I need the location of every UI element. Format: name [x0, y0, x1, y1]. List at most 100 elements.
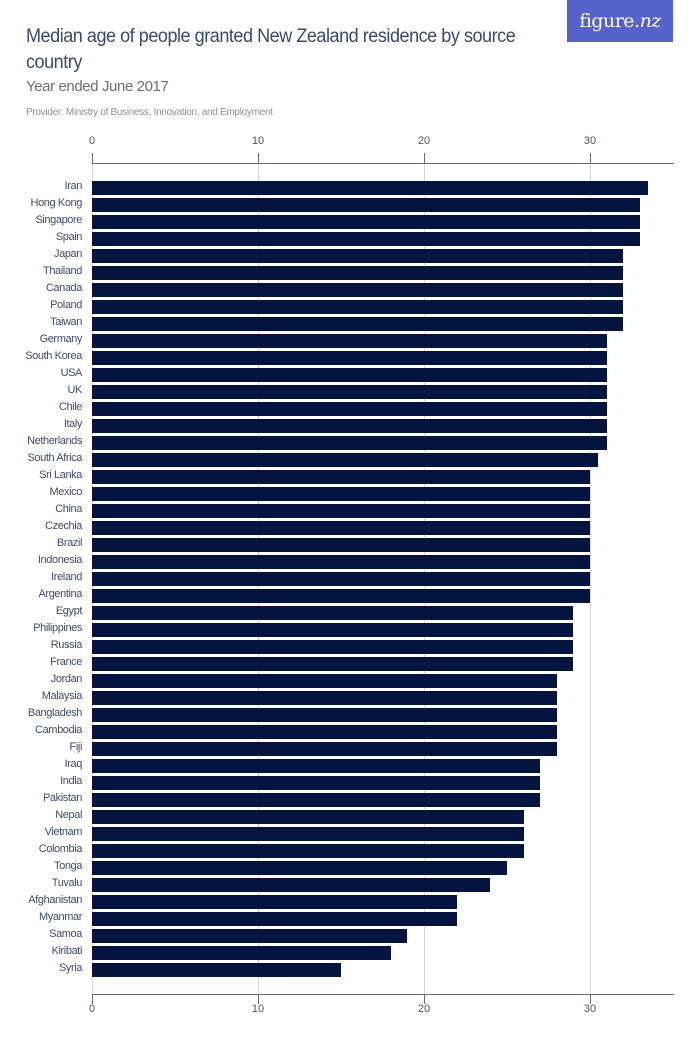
bar[interactable] — [92, 521, 590, 535]
bar[interactable] — [92, 623, 574, 637]
bar[interactable] — [92, 606, 574, 620]
bar[interactable] — [92, 810, 524, 824]
bar[interactable] — [92, 674, 557, 688]
bar[interactable] — [92, 181, 649, 195]
category-label: Kiribati — [51, 945, 83, 957]
category-label: China — [55, 503, 82, 515]
bar[interactable] — [92, 929, 408, 943]
gridline — [590, 163, 591, 994]
bar[interactable] — [92, 198, 640, 212]
bar[interactable] — [92, 504, 590, 518]
category-label: South Africa — [27, 452, 82, 464]
bar[interactable] — [92, 827, 524, 841]
bar[interactable] — [92, 776, 541, 790]
category-label: Canada — [45, 282, 83, 294]
bar-row: Spain — [0, 231, 700, 246]
category-label: UK — [67, 384, 83, 396]
bar-row: Nepal — [0, 809, 700, 824]
top-axis-tick — [92, 153, 93, 163]
bar[interactable] — [92, 793, 541, 807]
bar-row: Czechia — [0, 520, 700, 535]
bar[interactable] — [92, 232, 640, 246]
bar-row: Tuvalu — [0, 877, 700, 892]
category-label: Cambodia — [35, 724, 82, 736]
category-label: Pakistan — [43, 792, 82, 804]
bar[interactable] — [92, 453, 599, 467]
bar[interactable] — [92, 742, 557, 756]
bar[interactable] — [92, 538, 590, 552]
bar[interactable] — [92, 946, 391, 960]
bar[interactable] — [92, 385, 607, 399]
category-label: Germany — [39, 333, 83, 345]
bar[interactable] — [92, 657, 574, 671]
bottom-axis-tick — [424, 994, 425, 1004]
bar-row: Sri Lanka — [0, 469, 700, 484]
bar-row: Brazil — [0, 537, 700, 552]
bar[interactable] — [92, 419, 607, 433]
category-label: Nepal — [55, 809, 82, 821]
bar-row: Tonga — [0, 860, 700, 875]
bar[interactable] — [92, 555, 590, 569]
bar-row: Iraq — [0, 758, 700, 773]
bar[interactable] — [92, 249, 624, 263]
bar-row: Netherlands — [0, 435, 700, 450]
bar-row: Italy — [0, 418, 700, 433]
bottom-axis-tick-label: 0 — [88, 1003, 96, 1015]
bar[interactable] — [92, 283, 624, 297]
bar[interactable] — [92, 487, 590, 501]
category-label: Taiwan — [50, 316, 82, 328]
bar[interactable] — [92, 300, 624, 314]
top-axis-tick-label: 20 — [417, 135, 431, 147]
category-label: Malaysia — [41, 690, 83, 702]
bar[interactable] — [92, 895, 458, 909]
bar[interactable] — [92, 436, 607, 450]
category-label: Syria — [58, 962, 82, 974]
bar[interactable] — [92, 317, 624, 331]
logo-text-italic: nz — [639, 10, 662, 32]
bar-row: Myanmar — [0, 911, 700, 926]
category-label: Myanmar — [38, 911, 82, 923]
category-label: Bangladesh — [27, 707, 83, 719]
bar[interactable] — [92, 572, 590, 586]
bar-row: Cambodia — [0, 724, 700, 739]
bar-row: Hong Kong — [0, 197, 700, 212]
bar[interactable] — [92, 470, 590, 484]
bar[interactable] — [92, 759, 541, 773]
category-label: Philippines — [33, 622, 82, 634]
bar-row: Canada — [0, 282, 700, 297]
bar[interactable] — [92, 215, 640, 229]
bar[interactable] — [92, 878, 491, 892]
bar-row: Singapore — [0, 214, 700, 229]
category-label: Thailand — [43, 265, 82, 277]
bar[interactable] — [92, 266, 624, 280]
category-label: Netherlands — [27, 435, 82, 447]
bar-row: Samoa — [0, 928, 700, 943]
bar-row: South Africa — [0, 452, 700, 467]
bar[interactable] — [92, 402, 607, 416]
bar[interactable] — [92, 963, 341, 977]
category-label: Singapore — [35, 214, 82, 226]
bar[interactable] — [92, 708, 557, 722]
data-provider: Provider: Ministry of Business, Innovati… — [26, 107, 273, 118]
bar[interactable] — [92, 351, 607, 365]
bar-row: USA — [0, 367, 700, 382]
bar[interactable] — [92, 912, 458, 926]
bar[interactable] — [92, 691, 557, 705]
bar-row: Vietnam — [0, 826, 700, 841]
bar[interactable] — [92, 844, 524, 858]
bar-row: Germany — [0, 333, 700, 348]
category-label: South Korea — [25, 350, 82, 362]
bar[interactable] — [92, 640, 574, 654]
bar[interactable] — [92, 725, 557, 739]
bar-row: Jordan — [0, 673, 700, 688]
category-label: Czechia — [45, 520, 82, 532]
bar[interactable] — [92, 861, 507, 875]
bar[interactable] — [92, 589, 590, 603]
figure-nz-logo[interactable]: figure. nz — [567, 0, 673, 42]
top-axis-tick-label: 0 — [88, 135, 96, 147]
bottom-axis-tick-label: 30 — [583, 1003, 597, 1015]
bar-row: Argentina — [0, 588, 700, 603]
bar[interactable] — [92, 368, 607, 382]
bar-row: Afghanistan — [0, 894, 700, 909]
bar[interactable] — [92, 334, 607, 348]
